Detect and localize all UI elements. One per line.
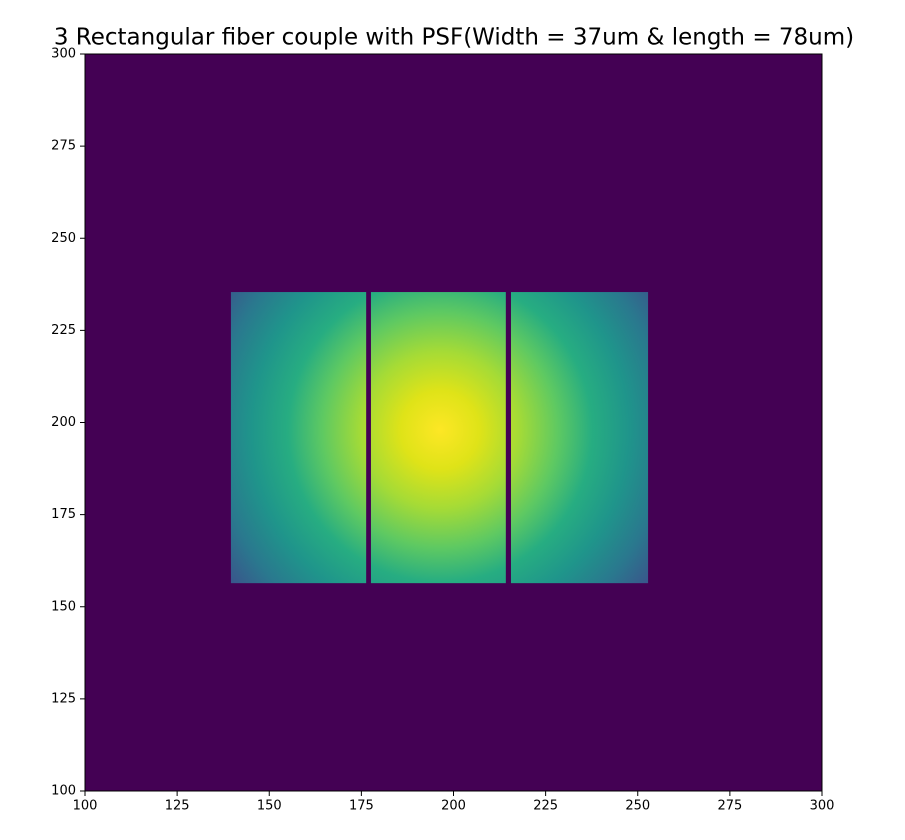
y-tick-label: 225: [51, 323, 76, 338]
y-tick-label: 250: [51, 231, 76, 246]
x-tick-label: 100: [73, 799, 98, 814]
y-tick-label: 150: [51, 599, 76, 614]
x-tick-label: 125: [165, 799, 190, 814]
chart-title: 3 Rectangular fiber couple with PSF(Widt…: [54, 25, 854, 51]
x-tick-label: 225: [533, 799, 558, 814]
x-tick-label: 175: [349, 799, 374, 814]
y-tick-label: 125: [51, 691, 76, 706]
x-tick-label: 300: [810, 799, 835, 814]
x-tick-label: 250: [625, 799, 650, 814]
y-tick-label: 200: [51, 415, 76, 430]
y-tick-label: 175: [51, 507, 76, 522]
fiber-rectangle: [510, 292, 649, 584]
x-tick-label: 150: [257, 799, 282, 814]
y-tick-label: 275: [51, 139, 76, 154]
y-tick-label: 300: [51, 47, 76, 62]
x-tick-label: 200: [441, 799, 466, 814]
fiber-rectangle: [370, 292, 506, 584]
fiber-rectangle: [230, 292, 367, 584]
x-tick-label: 275: [717, 799, 742, 814]
y-tick-label: 100: [51, 784, 76, 799]
